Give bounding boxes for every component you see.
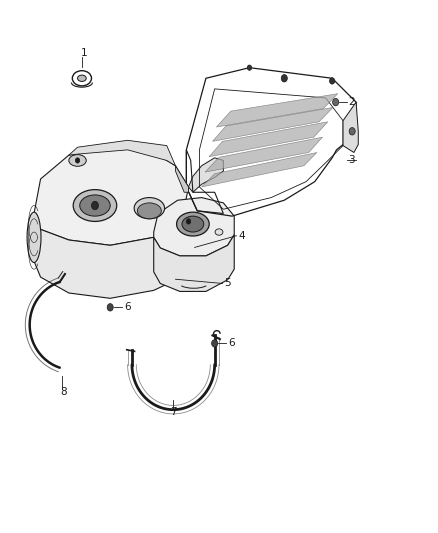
Text: 6: 6 [124, 302, 131, 312]
Polygon shape [201, 152, 317, 187]
Polygon shape [216, 94, 338, 127]
Polygon shape [69, 140, 176, 166]
Polygon shape [205, 137, 322, 172]
Polygon shape [176, 166, 188, 192]
Polygon shape [212, 108, 333, 141]
Ellipse shape [69, 155, 86, 166]
Text: 4: 4 [239, 231, 245, 241]
Ellipse shape [215, 229, 223, 235]
Ellipse shape [73, 190, 117, 221]
Circle shape [212, 340, 218, 347]
Text: 2: 2 [348, 96, 355, 107]
Polygon shape [154, 235, 234, 292]
Circle shape [107, 304, 113, 311]
Ellipse shape [182, 216, 204, 232]
Polygon shape [154, 198, 234, 256]
Ellipse shape [138, 203, 161, 219]
Circle shape [75, 158, 80, 163]
Ellipse shape [134, 198, 165, 219]
Circle shape [247, 65, 252, 70]
Circle shape [332, 99, 339, 106]
Text: 7: 7 [170, 407, 177, 417]
Ellipse shape [27, 212, 41, 263]
Circle shape [92, 201, 99, 210]
Ellipse shape [177, 212, 209, 236]
Ellipse shape [80, 195, 110, 216]
Polygon shape [209, 122, 328, 157]
Text: 1: 1 [81, 49, 88, 58]
Circle shape [329, 78, 335, 84]
Circle shape [281, 75, 287, 82]
Ellipse shape [78, 75, 86, 82]
Text: 6: 6 [228, 338, 235, 349]
Text: 2: 2 [348, 126, 355, 136]
Text: 3: 3 [348, 156, 355, 165]
Polygon shape [34, 144, 188, 245]
Circle shape [349, 127, 355, 135]
Circle shape [186, 219, 191, 224]
Text: 5: 5 [225, 278, 231, 288]
Text: 8: 8 [60, 386, 67, 397]
Polygon shape [34, 214, 188, 298]
Polygon shape [343, 102, 358, 152]
Polygon shape [188, 158, 223, 192]
